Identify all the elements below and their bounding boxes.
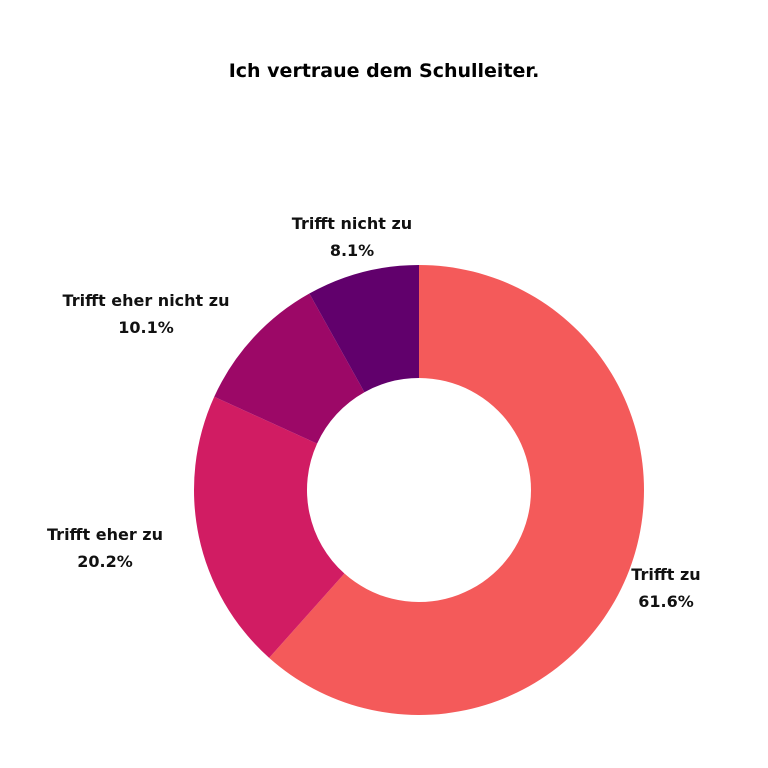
slice-label: Trifft eher zu (47, 525, 163, 544)
labels-group: Trifft zu 61.6% Trifft eher zu 20.2% Trifft … (47, 214, 701, 611)
slice-value-label: 61.6% (638, 592, 694, 611)
slice-value-label: 20.2% (77, 552, 133, 571)
slice-trifft-nicht-zu (309, 265, 419, 393)
chart-title: Ich vertraue dem Schulleiter. (228, 60, 540, 82)
slice-trifft-eher-zu (193, 396, 345, 658)
slice-value-label: 10.1% (118, 318, 174, 337)
slice-label: Trifft zu (631, 565, 700, 584)
slice-value-label: 8.1% (330, 241, 374, 260)
slice-trifft-eher-nicht-zu (214, 293, 365, 444)
slice-trifft-zu (269, 265, 644, 715)
slice-label: Trifft nicht zu (292, 214, 412, 233)
slices-group (193, 265, 644, 715)
slice-label: Trifft eher nicht zu (63, 291, 230, 310)
